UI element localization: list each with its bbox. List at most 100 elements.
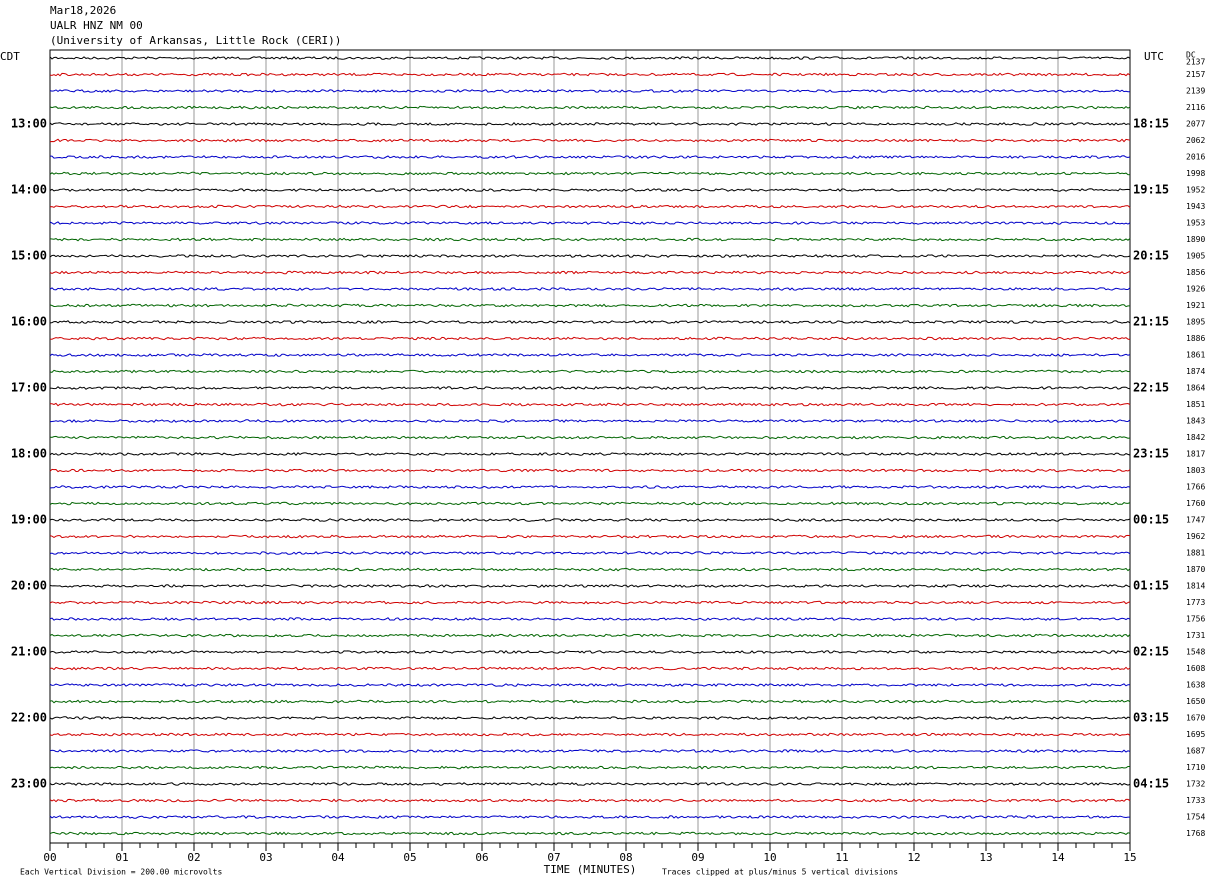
- trace: [49, 138, 1131, 143]
- right-hour-label: 19:15: [1133, 183, 1169, 197]
- x-tick-label: 12: [907, 851, 920, 864]
- trace: [49, 353, 1131, 357]
- trace: [49, 369, 1131, 374]
- right-hour-label: 20:15: [1133, 249, 1169, 263]
- left-hour-label: 17:00: [11, 381, 47, 395]
- dc-value: 2016: [1186, 153, 1205, 162]
- dc-value: 1817: [1186, 450, 1205, 459]
- right-hour-label: 18:15: [1133, 117, 1169, 131]
- dc-value: 2157: [1186, 70, 1205, 79]
- dc-value: 1864: [1186, 384, 1205, 393]
- dc-value: 1843: [1186, 417, 1205, 426]
- trace: [49, 683, 1130, 687]
- trace: [49, 600, 1131, 605]
- footer-scale: Each Vertical Division = 200.00 microvol…: [20, 868, 222, 877]
- x-tick-label: 05: [403, 851, 416, 864]
- dc-value: 1687: [1186, 747, 1205, 756]
- trace: [49, 815, 1130, 819]
- trace: [49, 798, 1131, 803]
- x-tick-label: 07: [547, 851, 560, 864]
- trace: [49, 518, 1131, 522]
- trace: [49, 221, 1131, 225]
- dc-value: 1733: [1186, 796, 1205, 805]
- x-tick-label: 02: [187, 851, 200, 864]
- dc-value: 1926: [1186, 285, 1205, 294]
- left-hour-label: 18:00: [11, 447, 47, 461]
- trace: [49, 204, 1131, 209]
- trace: [49, 188, 1131, 192]
- footer-clip: Traces clipped at plus/minus 5 vertical …: [662, 868, 898, 877]
- trace: [49, 584, 1131, 588]
- dc-value: 1952: [1186, 186, 1205, 195]
- dc-value: 2077: [1186, 120, 1205, 129]
- trace: [49, 782, 1131, 786]
- trace: [49, 320, 1131, 324]
- dc-value: 2116: [1186, 103, 1205, 112]
- dc-value: 1856: [1186, 268, 1205, 277]
- dc-value: 1548: [1186, 648, 1205, 657]
- left-hour-label: 16:00: [11, 315, 47, 329]
- dc-value: 2062: [1186, 136, 1205, 145]
- trace: [49, 336, 1131, 341]
- right-hour-label: 03:15: [1133, 711, 1169, 725]
- dc-value: 1905: [1186, 252, 1205, 261]
- right-hour-label: 02:15: [1133, 645, 1169, 659]
- trace: [49, 666, 1131, 671]
- trace: [49, 650, 1131, 654]
- trace: [49, 402, 1131, 407]
- right-hour-label: 00:15: [1133, 513, 1169, 527]
- trace: [49, 435, 1131, 440]
- dc-value: 1773: [1186, 598, 1205, 607]
- trace: [49, 386, 1131, 390]
- x-tick-label: 09: [691, 851, 704, 864]
- dc-value: 1747: [1186, 516, 1205, 525]
- trace: [49, 534, 1131, 539]
- trace: [49, 749, 1131, 753]
- dc-value: 1803: [1186, 466, 1205, 475]
- dc-value: 1731: [1186, 631, 1205, 640]
- trace: [49, 452, 1131, 456]
- left-hour-label: 15:00: [11, 249, 47, 263]
- left-hour-label: 14:00: [11, 183, 47, 197]
- dc-value: 1874: [1186, 367, 1205, 376]
- x-tick-label: 14: [1051, 851, 1065, 864]
- dc-value: 1943: [1186, 202, 1205, 211]
- dc-value: 1870: [1186, 565, 1205, 574]
- right-axis-title: UTC: [1144, 50, 1164, 63]
- trace: [49, 567, 1131, 572]
- header-date: Mar18,2026: [50, 4, 116, 17]
- right-hour-label: 23:15: [1133, 447, 1169, 461]
- dc-value: 1756: [1186, 615, 1205, 624]
- dc-value: 1768: [1186, 829, 1205, 838]
- trace: [49, 122, 1131, 126]
- trace: [49, 633, 1131, 638]
- trace: [49, 237, 1131, 242]
- trace: [49, 831, 1131, 836]
- dc-value: 1842: [1186, 433, 1205, 442]
- dc-value: 1895: [1186, 318, 1205, 327]
- left-hour-label: 13:00: [11, 117, 47, 131]
- x-tick-label: 00: [43, 851, 56, 864]
- trace: [49, 716, 1131, 720]
- trace: [49, 254, 1131, 258]
- x-tick-label: 10: [763, 851, 776, 864]
- dc-value: 1766: [1186, 483, 1205, 492]
- trace: [49, 551, 1131, 555]
- trace: [49, 287, 1131, 291]
- trace: [49, 56, 1131, 60]
- trace: [49, 72, 1131, 77]
- dc-value: 1670: [1186, 714, 1205, 723]
- trace: [50, 155, 1131, 159]
- dc-value: 1608: [1186, 664, 1205, 673]
- trace: [49, 270, 1131, 275]
- left-hour-label: 20:00: [11, 579, 47, 593]
- trace: [49, 617, 1131, 621]
- trace: [49, 89, 1130, 93]
- trace: [49, 485, 1131, 489]
- right-hour-label: 21:15: [1133, 315, 1169, 329]
- dc-value: 1861: [1186, 351, 1205, 360]
- trace: [49, 419, 1131, 423]
- dc-value: 1998: [1186, 169, 1205, 178]
- trace: [49, 501, 1131, 506]
